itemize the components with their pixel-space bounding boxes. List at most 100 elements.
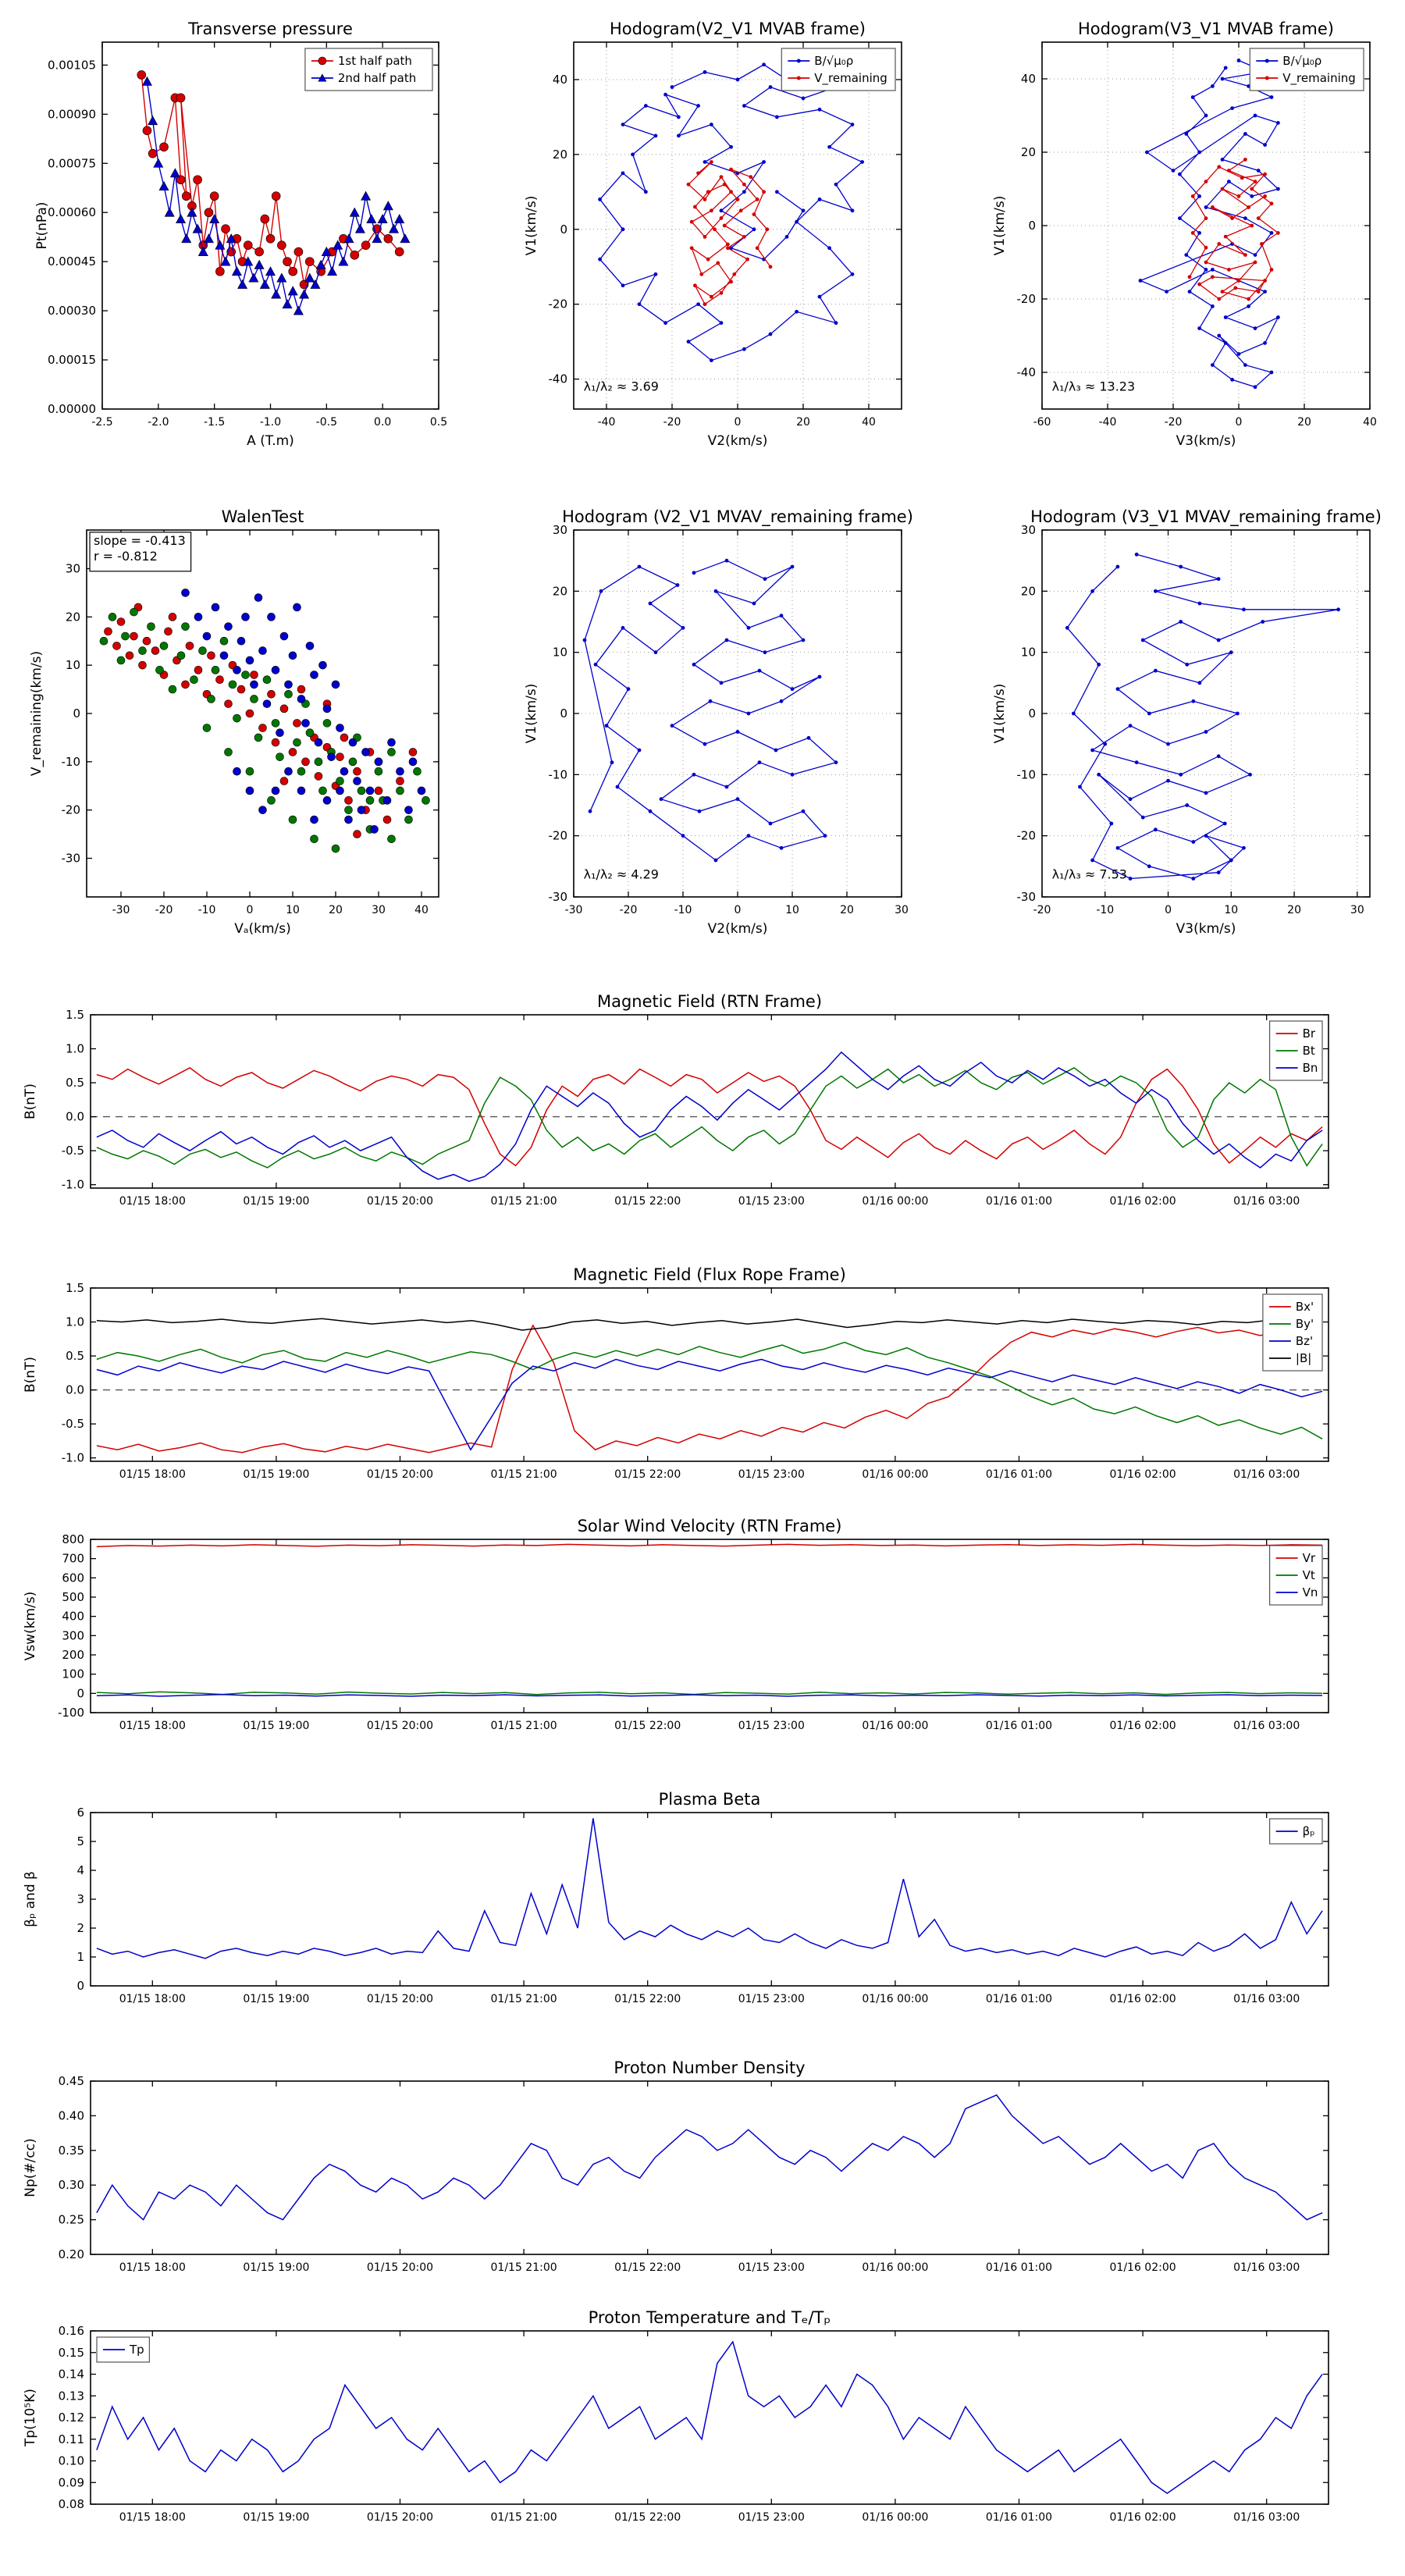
svg-text:V1(km/s): V1(km/s) [524,684,539,744]
svg-text:Hodogram (V3_V1 MVAV_remaining: Hodogram (V3_V1 MVAV_remaining frame) [1030,507,1382,527]
svg-text:-20: -20 [1033,904,1051,916]
svg-text:0.00000: 0.00000 [48,402,96,416]
svg-text:20: 20 [1297,416,1311,429]
svg-text:0: 0 [1028,706,1036,720]
svg-text:01/15 23:00: 01/15 23:00 [738,1195,805,1208]
svg-text:-20: -20 [663,416,681,429]
svg-text:0: 0 [560,706,567,720]
svg-text:01/15 21:00: 01/15 21:00 [491,1468,557,1481]
svg-text:01/15 18:00: 01/15 18:00 [119,2511,186,2524]
svg-text:01/16 01:00: 01/16 01:00 [986,1195,1052,1208]
svg-text:0.5: 0.5 [66,1349,84,1363]
svg-text:V2(km/s): V2(km/s) [708,921,768,937]
svg-text:0.10: 0.10 [59,2454,84,2468]
svg-text:λ₁/λ₃ ≈ 7.53: λ₁/λ₃ ≈ 7.53 [1052,867,1127,882]
svg-text:Hodogram(V3_V1 MVAB frame): Hodogram(V3_V1 MVAB frame) [1078,20,1334,39]
svg-text:30: 30 [553,523,567,537]
svg-text:Plasma Beta: Plasma Beta [659,1790,761,1809]
svg-text:01/16 02:00: 01/16 02:00 [1110,1993,1176,2005]
svg-text:slope = -0.413: slope = -0.413 [94,533,186,548]
svg-text:01/16 02:00: 01/16 02:00 [1110,1720,1176,1732]
walen_test-svg: -30 -20 -10 0 10 20 30 40 -30 -20 -10 0 10 20 30 WalenT… [29,507,439,937]
svg-text:-10: -10 [1017,767,1037,781]
svg-text:Vr: Vr [1303,1551,1316,1565]
svg-text:-30: -30 [549,890,568,904]
svg-text:01/15 19:00: 01/15 19:00 [243,1720,309,1732]
svg-text:-1.5: -1.5 [204,416,225,429]
svg-text:10: 10 [66,658,80,672]
svg-text:-0.5: -0.5 [62,1417,84,1431]
svg-text:20: 20 [1021,145,1036,159]
svg-text:-10: -10 [198,904,216,916]
svg-text:01/16 00:00: 01/16 00:00 [862,1993,928,2005]
svg-text:0.00090: 0.00090 [48,107,96,121]
svg-text:-20: -20 [1017,292,1037,306]
svg-text:Proton Temperature and Tₑ/Tₚ: Proton Temperature and Tₑ/Tₚ [589,2308,831,2327]
svg-text:WalenTest: WalenTest [222,507,304,526]
svg-text:01/15 21:00: 01/15 21:00 [491,2261,557,2274]
svg-text:01/15 23:00: 01/15 23:00 [738,2511,805,2524]
svg-text:Np(#/cc): Np(#/cc) [23,2138,38,2197]
svg-text:V_remaining(km/s): V_remaining(km/s) [29,651,44,776]
svg-text:20: 20 [553,584,567,598]
svg-text:40: 40 [414,904,429,916]
svg-text:01/15 19:00: 01/15 19:00 [243,2511,309,2524]
svg-text:B/√μ₀ρ: B/√μ₀ρ [814,54,853,68]
svg-text:1.0: 1.0 [66,1315,84,1329]
svg-text:500: 500 [62,1590,84,1604]
svg-text:-30: -30 [565,904,583,916]
svg-text:01/16 03:00: 01/16 03:00 [1233,1993,1300,2005]
svg-text:01/16 02:00: 01/16 02:00 [1110,1468,1176,1481]
hodogram-v2v1-mvav-chart: -30 -20 -10 0 10 20 30 -30 -20 -10 0 10 20 30 Hodogram… [523,503,913,941]
svg-text:3: 3 [76,1892,84,1906]
svg-text:01/15 21:00: 01/15 21:00 [491,2511,557,2524]
svg-text:-1.0: -1.0 [62,1451,84,1465]
svg-text:30: 30 [1021,523,1036,537]
svg-text:20: 20 [1287,904,1301,916]
svg-text:40: 40 [862,416,876,429]
svg-text:01/15 19:00: 01/15 19:00 [243,1195,309,1208]
svg-text:0.00015: 0.00015 [48,353,96,367]
svg-text:01/15 21:00: 01/15 21:00 [491,1195,557,1208]
svg-text:1.5: 1.5 [66,1008,84,1022]
svg-text:-20: -20 [1165,416,1183,429]
svg-text:4: 4 [76,1863,84,1877]
svg-text:0.00105: 0.00105 [48,58,96,72]
svg-text:-30: -30 [1017,890,1037,904]
svg-text:Vsw(km/s): Vsw(km/s) [23,1592,38,1661]
svg-text:A (T.m): A (T.m) [247,433,294,449]
svg-text:Bt: Bt [1303,1044,1315,1058]
svg-text:300: 300 [62,1628,84,1642]
svg-text:20: 20 [840,904,854,916]
svg-text:0: 0 [1165,904,1172,916]
svg-text:-40: -40 [549,372,568,386]
svg-text:Hodogram(V2_V1 MVAB frame): Hodogram(V2_V1 MVAB frame) [610,20,866,39]
svg-text:40: 40 [1021,72,1036,86]
svg-text:Vₐ(km/s): Vₐ(km/s) [234,921,291,937]
svg-text:|B|: |B| [1296,1351,1311,1365]
svg-text:0.25: 0.25 [59,2213,84,2227]
svg-text:-20: -20 [155,904,173,916]
svg-text:01/15 18:00: 01/15 18:00 [119,2261,186,2274]
svg-text:0.5: 0.5 [430,416,447,429]
svg-text:01/15 20:00: 01/15 20:00 [367,2261,433,2274]
svg-text:10: 10 [785,904,799,916]
svg-text:V1(km/s): V1(km/s) [524,196,539,256]
svg-text:0.14: 0.14 [59,2368,84,2382]
svg-text:B(nT): B(nT) [23,1357,38,1393]
svg-text:0: 0 [560,222,567,237]
svg-text:01/15 20:00: 01/15 20:00 [367,1993,433,2005]
svg-text:Transverse pressure: Transverse pressure [187,20,353,38]
svg-text:Br: Br [1303,1026,1316,1041]
svg-text:01/16 00:00: 01/16 00:00 [862,1195,928,1208]
plasma-beta-chart: 01/15 18:00 01/15 19:00 01/15 20:00 01/15 2… [22,1789,1343,2023]
svg-text:Bn: Bn [1303,1061,1318,1075]
svg-text:Vn: Vn [1303,1585,1318,1599]
svg-text:-40: -40 [1099,416,1117,429]
svg-text:Vt: Vt [1303,1568,1315,1582]
svg-text:-10: -10 [674,904,692,916]
svg-text:V1(km/s): V1(km/s) [992,684,1008,744]
svg-text:0: 0 [1236,416,1243,429]
svg-text:1.5: 1.5 [66,1281,84,1295]
